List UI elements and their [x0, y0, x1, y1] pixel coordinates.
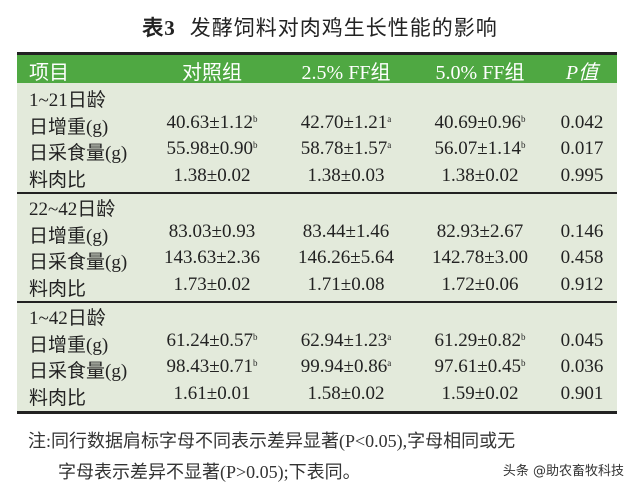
- table-row: 日增重(g) 61.24±0.57b 62.94±1.23a 61.29±0.82b 0…: [17, 330, 617, 356]
- table-row: 料肉比 1.38±0.02 1.38±0.03 1.38±0.02 0.995: [17, 165, 617, 191]
- value-cell: 58.78±1.57a: [300, 138, 392, 159]
- significance-letter: b: [252, 113, 258, 124]
- table-row: 料肉比 1.61±0.01 1.58±0.02 1.59±0.02 0.901: [17, 383, 617, 409]
- p-value: 0.912: [560, 273, 604, 295]
- note-line-1: 注:同行数据肩标字母不同表示差异显著(P<0.05),字母相同或无: [28, 431, 516, 451]
- row-item: 日采食量(g): [29, 361, 128, 382]
- section-divider: [17, 301, 617, 303]
- section-label: 22~42日龄: [29, 199, 116, 220]
- value-cell: 1.58±0.02: [307, 382, 385, 404]
- value-cell: 83.03±0.93: [168, 220, 256, 242]
- header-control: 对照组: [182, 62, 242, 84]
- value-cell: 143.63±2.36: [164, 247, 260, 268]
- significance-letter: b: [520, 358, 526, 368]
- significance-letter: b: [520, 113, 526, 124]
- table-caption: 发酵饲料对肉鸡生长性能的影响: [189, 16, 498, 40]
- significance-letter: b: [520, 331, 526, 342]
- value-cell: 146.26±5.64: [298, 247, 394, 268]
- p-value: 0.045: [560, 329, 604, 351]
- performance-table: 项目 对照组 2.5% FF组 5.0% FF组 P值 1~21日龄 日增重(g)…: [17, 52, 617, 414]
- row-item: 日采食量(g): [29, 143, 128, 164]
- section-header-row: 1~21日龄: [17, 85, 617, 111]
- p-value: 0.458: [560, 247, 604, 268]
- watermark: 头条 @助农畜牧科技: [502, 464, 624, 479]
- table-title: 表3 发酵饲料对肉鸡生长性能的影响: [0, 12, 640, 42]
- value-cell: 99.94±0.86a: [300, 356, 392, 377]
- value-cell: 97.61±0.45b: [434, 356, 526, 377]
- value-cell: 61.24±0.57b: [166, 329, 258, 351]
- value-cell: 1.38±0.02: [441, 164, 519, 186]
- p-value: 0.146: [560, 220, 604, 242]
- value-cell: 82.93±2.67: [436, 220, 524, 242]
- table-row: 日采食量(g) 98.43±0.71b 99.94±0.86a 97.61±0.45b…: [17, 356, 617, 382]
- significance-letter: b: [520, 140, 526, 150]
- value-cell: 98.43±0.71b: [166, 356, 258, 377]
- significance-letter: b: [252, 140, 258, 150]
- significance-letter: b: [252, 331, 258, 342]
- value-cell: 42.70±1.21a: [300, 111, 392, 133]
- value-cell: 1.73±0.02: [173, 273, 251, 295]
- row-item: 日增重(g): [29, 225, 109, 247]
- table-row: 料肉比 1.73±0.02 1.71±0.08 1.72±0.06 0.912: [17, 274, 617, 300]
- row-item: 日增重(g): [29, 116, 109, 138]
- table-number: 表3: [142, 16, 176, 40]
- header-ff25: 2.5% FF组: [301, 62, 391, 84]
- value-cell: 1.38±0.02: [173, 164, 251, 186]
- value-cell: 40.69±0.96b: [434, 111, 526, 133]
- p-value: 0.901: [560, 382, 604, 404]
- header-ff50: 5.0% FF组: [435, 62, 525, 84]
- table-row: 日采食量(g) 143.63±2.36 146.26±5.64 142.78±3.00…: [17, 247, 617, 273]
- row-item: 料肉比: [29, 278, 87, 300]
- section-label: 1~42日龄: [29, 308, 106, 329]
- p-value: 0.995: [560, 164, 604, 186]
- value-cell: 1.38±0.03: [307, 164, 385, 186]
- value-cell: 1.61±0.01: [173, 382, 251, 404]
- section-label: 1~21日龄: [29, 90, 106, 111]
- significance-letter: a: [387, 358, 392, 368]
- section-header-row: 1~42日龄: [17, 303, 617, 329]
- value-cell: 55.98±0.90b: [166, 138, 258, 159]
- significance-letter: b: [252, 358, 258, 368]
- value-cell: 142.78±3.00: [432, 247, 528, 268]
- value-cell: 1.59±0.02: [441, 382, 519, 404]
- p-value: 0.017: [560, 138, 604, 159]
- value-cell: 1.71±0.08: [307, 273, 385, 295]
- significance-letter: a: [387, 140, 392, 150]
- table-header: 项目 对照组 2.5% FF组 5.0% FF组 P值: [17, 55, 617, 84]
- value-cell: 56.07±1.14b: [434, 138, 526, 159]
- header-p: P值: [565, 62, 599, 84]
- section-divider: [17, 192, 617, 194]
- row-item: 料肉比: [29, 387, 87, 409]
- value-cell: 40.63±1.12b: [166, 111, 258, 133]
- header-item: 项目: [29, 62, 69, 84]
- row-item: 日采食量(g): [29, 252, 128, 273]
- value-cell: 62.94±1.23a: [300, 329, 392, 351]
- table-row: 日增重(g) 40.63±1.12b 42.70±1.21a 40.69±0.96b 0…: [17, 112, 617, 138]
- table-row: 日增重(g) 83.03±0.93 83.44±1.46 82.93±2.67 0.14…: [17, 221, 617, 247]
- value-cell: 61.29±0.82b: [434, 329, 526, 351]
- significance-letter: a: [387, 113, 392, 124]
- row-item: 日增重(g): [29, 334, 109, 356]
- value-cell: 1.72±0.06: [441, 273, 519, 295]
- p-value: 0.036: [560, 356, 604, 377]
- p-value: 0.042: [560, 111, 604, 133]
- section-header-row: 22~42日龄: [17, 194, 617, 220]
- table-note: 注:同行数据肩标字母不同表示差异显著(P<0.05),字母相同或无 字母表示差异…: [28, 426, 515, 488]
- table-row: 日采食量(g) 55.98±0.90b 58.78±1.57a 56.07±1.14b…: [17, 138, 617, 164]
- value-cell: 83.44±1.46: [302, 220, 390, 242]
- note-line-2: 字母表示差异不显著(P>0.05);下表同。: [58, 462, 361, 482]
- row-item: 料肉比: [29, 169, 87, 191]
- significance-letter: a: [387, 331, 392, 342]
